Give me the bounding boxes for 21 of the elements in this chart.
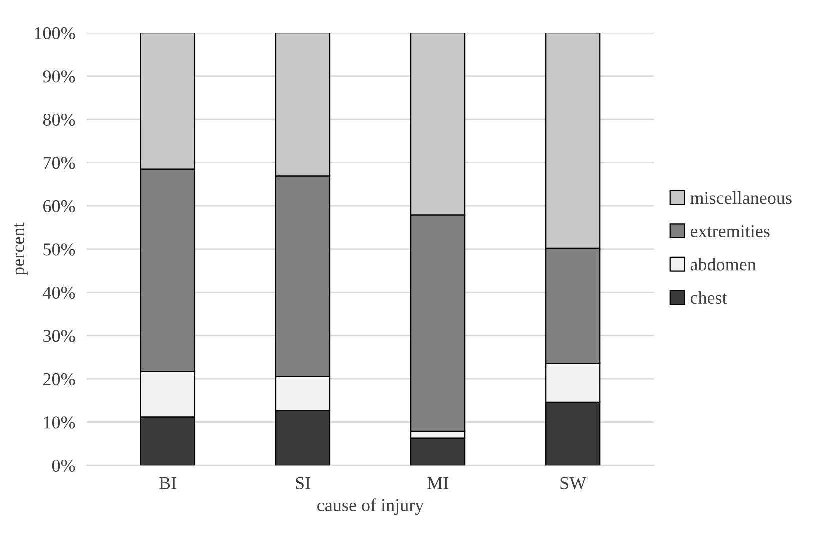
y-axis-title: percent bbox=[14, 222, 28, 276]
y-tick-label: 0% bbox=[52, 460, 76, 472]
y-tick-label: 60% bbox=[44, 200, 76, 213]
y-tick-label: 100% bbox=[35, 27, 76, 40]
y-tick-label: 30% bbox=[44, 330, 76, 342]
x-tick-label: MI bbox=[428, 477, 448, 490]
x-tick-label: SW bbox=[560, 477, 587, 490]
y-tick-label: 80% bbox=[43, 114, 76, 126]
x-tick-label: SI bbox=[296, 477, 310, 490]
y-tick-label: 90% bbox=[43, 70, 76, 83]
y-tick-label: 20% bbox=[44, 373, 76, 386]
x-tick-label: BI bbox=[159, 477, 176, 490]
legend-label: extremities bbox=[690, 225, 770, 238]
y-tick-label: 50% bbox=[44, 244, 76, 256]
y-tick-label: 40% bbox=[43, 286, 76, 300]
legend-label: miscellaneous bbox=[690, 192, 792, 204]
x-axis-title: cause of injury bbox=[318, 498, 424, 516]
y-tick-label: 70% bbox=[44, 157, 76, 170]
y-tick-label: 10% bbox=[44, 416, 76, 429]
legend-label: chest bbox=[690, 291, 728, 304]
legend-label: abdomen bbox=[690, 258, 756, 271]
